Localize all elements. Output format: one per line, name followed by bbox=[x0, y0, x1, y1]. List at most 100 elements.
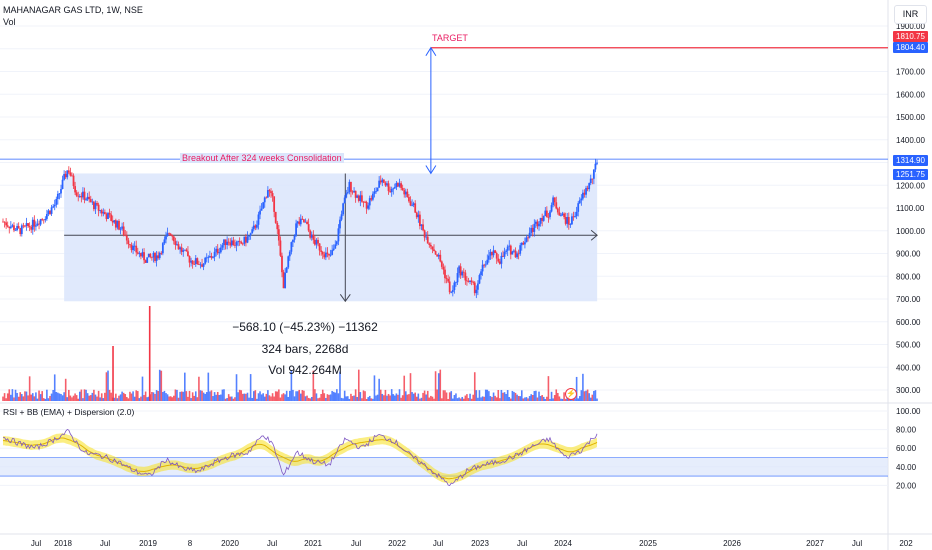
candle-body bbox=[14, 229, 17, 231]
volume-bar bbox=[312, 370, 315, 401]
volume-bar bbox=[146, 397, 148, 401]
volume-bar bbox=[553, 395, 556, 401]
volume-bar bbox=[456, 398, 459, 401]
rsi-tick-label: 80.00 bbox=[896, 426, 917, 435]
candle-body bbox=[553, 197, 556, 203]
candle-body bbox=[334, 244, 337, 249]
volume-bar bbox=[328, 394, 330, 401]
candle-body bbox=[563, 213, 565, 218]
volume-bar bbox=[557, 392, 559, 401]
candle-body bbox=[575, 211, 578, 217]
volume-bar bbox=[373, 375, 376, 401]
time-tick-label: 2023 bbox=[471, 539, 489, 548]
price-tick-label: 1100.00 bbox=[896, 204, 925, 213]
volume-bar bbox=[481, 396, 484, 401]
volume-bar bbox=[88, 395, 91, 401]
volume-bar bbox=[441, 398, 443, 401]
lightning-icon[interactable]: ⚡ bbox=[565, 388, 577, 400]
volume-bar bbox=[304, 396, 307, 401]
candle-body bbox=[351, 191, 354, 193]
volume-bar bbox=[320, 394, 322, 401]
volume-bar bbox=[400, 397, 402, 401]
volume-bar bbox=[420, 397, 423, 401]
volume-bar bbox=[130, 393, 133, 401]
candle-body bbox=[375, 191, 377, 193]
volume-bar bbox=[298, 389, 301, 401]
volume-bar bbox=[285, 390, 288, 401]
volume-bar bbox=[273, 396, 275, 401]
candle-body bbox=[544, 210, 547, 216]
candle-body bbox=[114, 220, 117, 228]
volume-bar bbox=[122, 392, 125, 401]
candle-body bbox=[67, 170, 70, 173]
candle-body bbox=[561, 213, 564, 216]
volume-bar bbox=[378, 378, 380, 401]
volume-bar bbox=[426, 390, 429, 401]
candle-body bbox=[52, 206, 55, 208]
volume-bar bbox=[63, 392, 65, 401]
candle-body bbox=[213, 251, 216, 257]
volume-bar bbox=[347, 396, 349, 401]
volume-bar bbox=[160, 370, 163, 401]
volume-bar bbox=[133, 396, 136, 401]
candle-body bbox=[472, 281, 475, 283]
volume-bar bbox=[544, 398, 547, 401]
price-tag-target-high: 1810.75 bbox=[893, 31, 928, 42]
volume-bar bbox=[14, 389, 17, 401]
candle-body bbox=[150, 256, 153, 258]
candle-body bbox=[89, 199, 92, 202]
candle-body bbox=[345, 193, 348, 198]
candle-body bbox=[513, 250, 515, 252]
volume-bar bbox=[394, 395, 396, 401]
candle-body bbox=[13, 225, 15, 231]
volume-bar bbox=[93, 389, 95, 401]
candle-body bbox=[19, 228, 22, 235]
candle-body bbox=[223, 239, 225, 246]
volume-bar bbox=[428, 397, 431, 401]
volume-bar bbox=[359, 392, 362, 401]
volume-bar bbox=[274, 391, 277, 401]
volume-bar bbox=[168, 396, 170, 401]
candle-body bbox=[125, 235, 128, 241]
time-tick-label: Jul bbox=[100, 539, 110, 548]
volume-bar bbox=[455, 393, 457, 401]
candle-body bbox=[11, 225, 14, 227]
candle-body bbox=[538, 223, 540, 227]
price-tick-label: 1200.00 bbox=[896, 181, 925, 190]
candle-body bbox=[204, 257, 207, 264]
indicator-label: RSI + BB (EMA) + Dispersion (2.0) bbox=[3, 407, 135, 417]
candle-body bbox=[80, 196, 83, 198]
volume-bar bbox=[212, 396, 214, 401]
candle-body bbox=[517, 253, 520, 255]
volume-bar bbox=[179, 391, 181, 401]
candle-body bbox=[379, 180, 382, 183]
time-tick-label: 2026 bbox=[723, 539, 741, 548]
candle-body bbox=[466, 280, 468, 282]
candle-body bbox=[168, 233, 171, 235]
candle-body bbox=[165, 236, 167, 240]
volume-bar bbox=[329, 394, 332, 401]
volume-bar bbox=[83, 389, 86, 401]
volume-bar bbox=[163, 390, 166, 401]
volume-bar bbox=[289, 390, 291, 401]
candle-body bbox=[365, 201, 368, 209]
price-tag-target: 1804.40 bbox=[893, 42, 928, 53]
measure-arrow-head bbox=[339, 293, 351, 303]
rsi-bb-basis bbox=[2, 437, 598, 480]
candle-body bbox=[172, 236, 175, 242]
candle-body bbox=[549, 211, 551, 218]
candle-body bbox=[218, 252, 221, 254]
volume-bar bbox=[436, 389, 438, 401]
volume-bar bbox=[216, 391, 219, 401]
candle-body bbox=[317, 239, 319, 244]
candle-body bbox=[39, 219, 42, 225]
candle-body bbox=[318, 243, 321, 251]
candle-body bbox=[591, 178, 594, 180]
volume-bar bbox=[340, 397, 343, 401]
candle-body bbox=[309, 230, 312, 238]
volume-bar bbox=[403, 375, 406, 401]
currency-button[interactable]: INR bbox=[894, 5, 927, 24]
volume-bar bbox=[419, 398, 421, 401]
volume-bar bbox=[345, 396, 348, 401]
